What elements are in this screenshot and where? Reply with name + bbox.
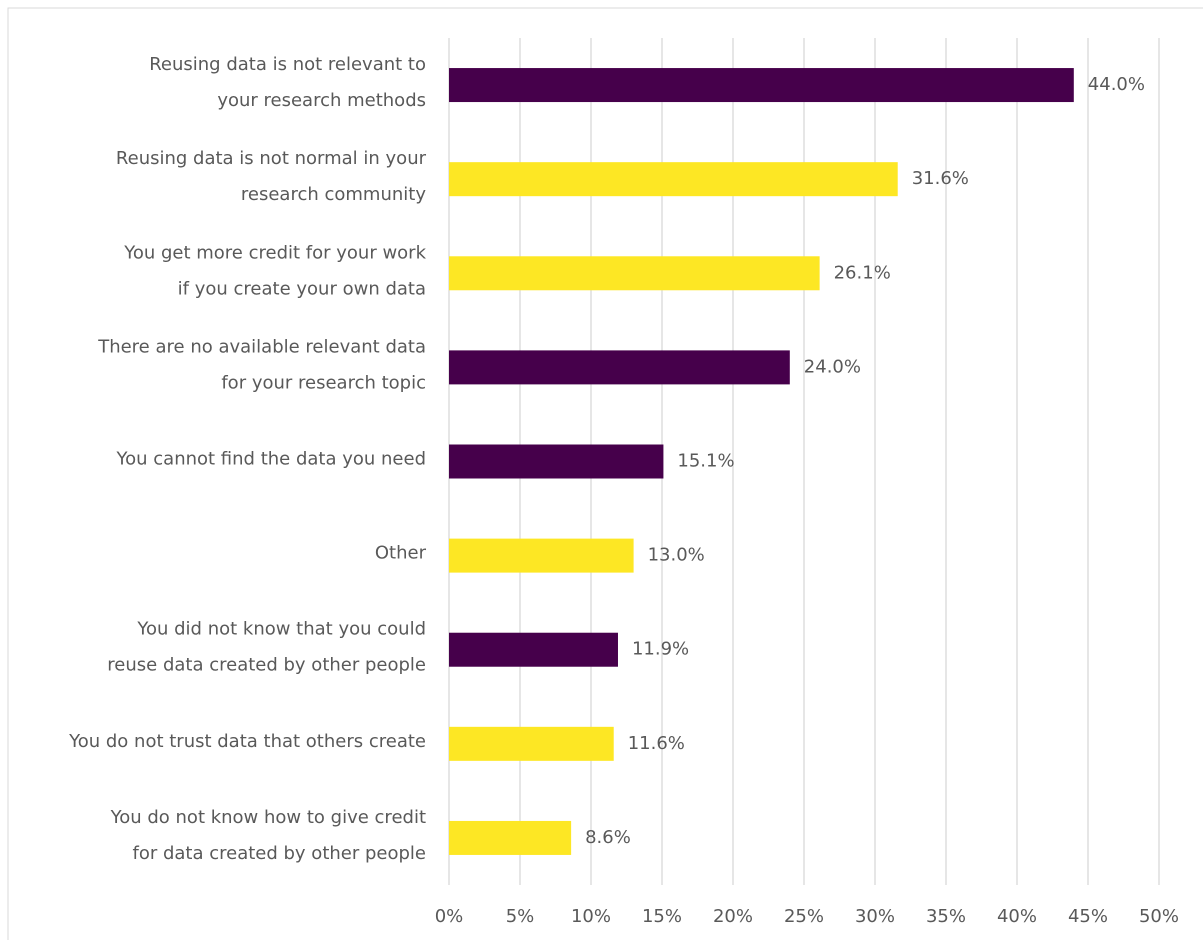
bar xyxy=(449,820,572,855)
value-label: 8.6% xyxy=(585,827,631,848)
value-label: 11.9% xyxy=(632,639,689,660)
category-label: Other xyxy=(375,543,427,564)
bar xyxy=(449,726,614,761)
category-label: reuse data created by other people xyxy=(107,655,426,676)
x-tick-label: 25% xyxy=(784,906,824,927)
category-label: You did not know that you could xyxy=(136,619,426,640)
x-tick-label: 30% xyxy=(855,906,895,927)
value-label: 11.6% xyxy=(628,733,685,754)
category-label: There are no available relevant data xyxy=(97,336,426,357)
x-tick-label: 40% xyxy=(997,906,1037,927)
category-label: your research methods xyxy=(217,90,426,111)
category-label: Reusing data is not normal in your xyxy=(116,148,427,169)
bar xyxy=(449,444,664,479)
x-tick-label: 15% xyxy=(642,906,682,927)
bar xyxy=(449,162,898,197)
bar xyxy=(449,538,634,573)
x-tick-label: 20% xyxy=(713,906,753,927)
x-tick-label: 35% xyxy=(926,906,966,927)
category-label: for your research topic xyxy=(221,372,426,393)
x-tick-label: 50% xyxy=(1139,906,1179,927)
bar xyxy=(449,350,790,385)
category-label: for data created by other people xyxy=(132,843,426,864)
x-tick-label: 0% xyxy=(435,906,464,927)
chart-border xyxy=(7,7,1203,940)
bar xyxy=(449,68,1074,103)
value-label: 13.0% xyxy=(648,545,705,566)
category-label: You do not know how to give credit xyxy=(110,807,426,828)
value-label: 26.1% xyxy=(834,262,891,283)
category-label: You cannot find the data you need xyxy=(116,449,426,470)
category-label: if you create your own data xyxy=(178,278,426,299)
x-tick-label: 10% xyxy=(571,906,611,927)
bar xyxy=(449,632,618,667)
value-label: 24.0% xyxy=(804,356,861,377)
category-label: You get more credit for your work xyxy=(123,242,426,263)
value-label: 15.1% xyxy=(677,451,734,472)
value-label: 31.6% xyxy=(912,168,969,189)
category-label: Reusing data is not relevant to xyxy=(149,54,426,75)
category-label: You do not trust data that others create xyxy=(68,731,426,752)
x-tick-label: 45% xyxy=(1068,906,1108,927)
value-label: 44.0% xyxy=(1088,74,1145,95)
x-tick-label: 5% xyxy=(506,906,535,927)
category-label: research community xyxy=(241,184,426,205)
bar xyxy=(449,256,820,291)
